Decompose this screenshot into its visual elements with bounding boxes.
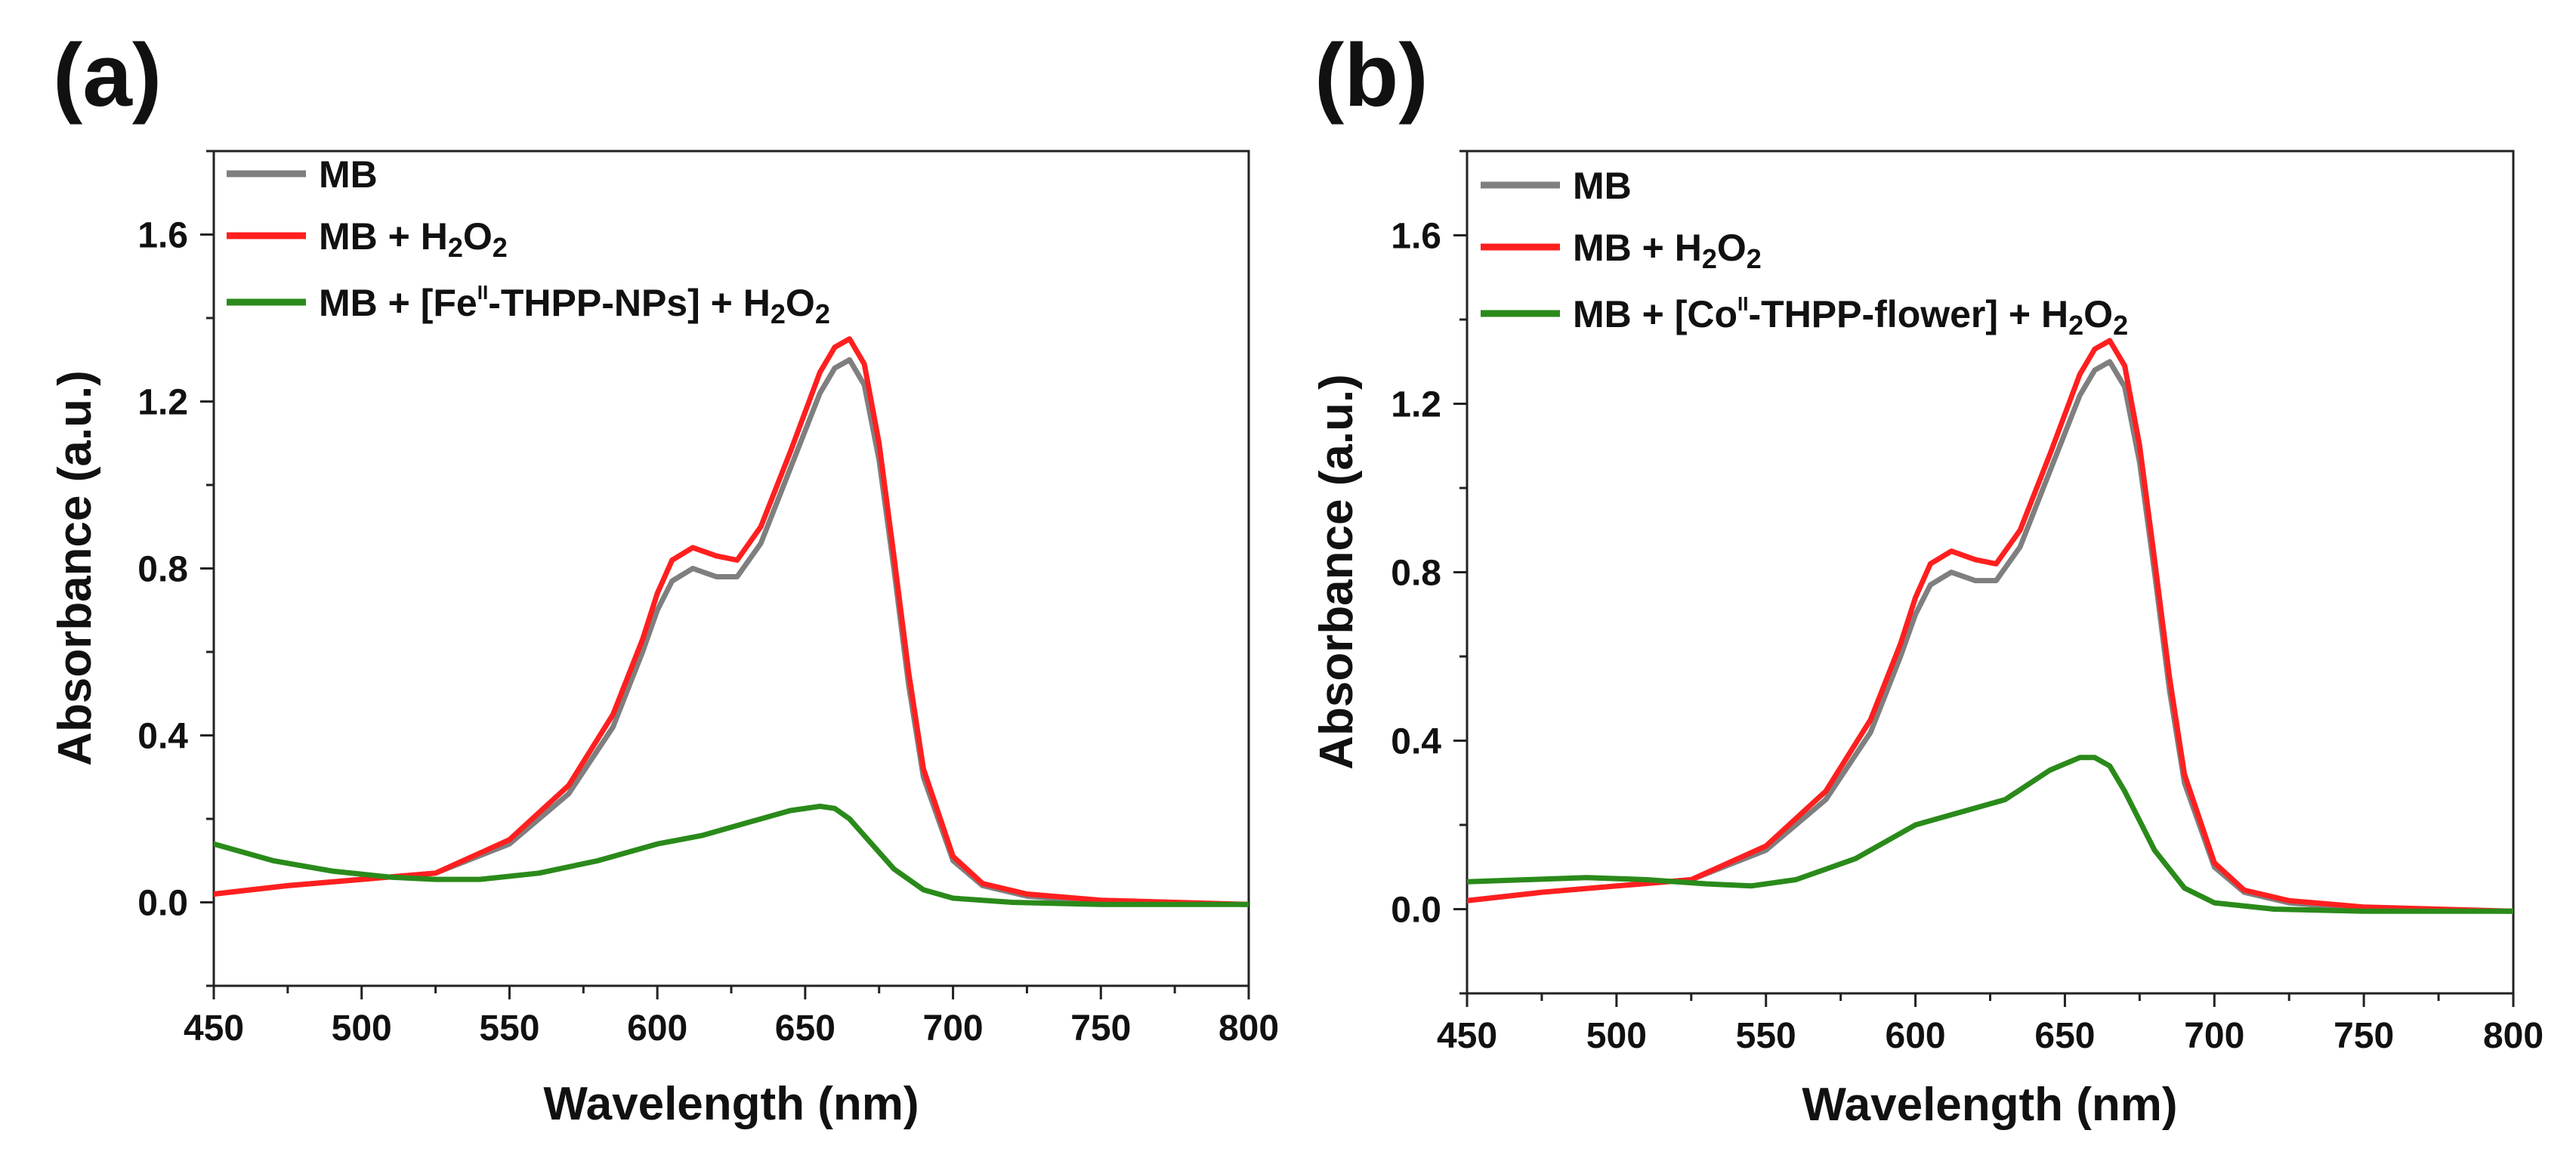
x-tick-label-b: 750 — [2334, 1016, 2394, 1056]
x-tick-label-b: 600 — [1886, 1016, 1946, 1056]
legend-label-b-0: MB — [1573, 165, 1632, 207]
y-tick-label-b: 0.0 — [1391, 891, 1441, 931]
series-line-a-2 — [214, 803, 1249, 907]
x-tick-label-a: 650 — [775, 1008, 836, 1049]
x-tick-label-a: 500 — [332, 1008, 392, 1049]
panel-a: (a) 450 500 550 600 650 700 750 800 0.0 0.4 0.8 1.2… — [49, 26, 1279, 1130]
x-tick-label-a: 700 — [923, 1008, 984, 1049]
panel-b: (b) 450 500 550 600 650 700 750 800 0.0 0.4 0.8 1.2… — [1311, 26, 2544, 1131]
panel-label-a: (a) — [53, 26, 162, 125]
x-tick-label-b: 700 — [2184, 1016, 2244, 1056]
y-tick-label-a: 0.0 — [137, 884, 188, 924]
series-line-a-1 — [214, 336, 1249, 907]
x-tick-label-b: 500 — [1586, 1016, 1647, 1056]
y-axis-title-a: Absorbance (a.u.) — [49, 370, 101, 766]
y-tick-label-b: 1.2 — [1391, 385, 1441, 425]
legend-label-b-1: MB + H2O2 — [1573, 227, 1762, 274]
series-line-a-0 — [214, 357, 1249, 907]
axis-ticks-a: 450 500 550 600 650 700 750 800 0.0 0.4 0.8 1.2 1.6 — [137, 150, 1279, 1049]
y-tick-label-b: 0.8 — [1391, 554, 1441, 594]
y-tick-label-a: 1.2 — [137, 383, 188, 423]
series-line-b-0 — [1467, 359, 2513, 914]
x-tick-label-b: 550 — [1736, 1016, 1796, 1056]
legend-b: MB MB + H2O2 MB + [CoII-THPP-flower] + H2O… — [1481, 165, 2128, 341]
panel-label-b: (b) — [1314, 26, 1429, 125]
plot-frame-b — [1466, 150, 2515, 995]
legend-label-a-1: MB + H2O2 — [319, 215, 508, 263]
y-axis-title-b: Absorbance (a.u.) — [1311, 374, 1363, 770]
y-tick-label-b: 0.4 — [1391, 722, 1441, 762]
x-axis-title-b: Wavelength (nm) — [1802, 1079, 2177, 1131]
x-tick-label-b: 450 — [1437, 1016, 1497, 1056]
legend-label-a-0: MB — [319, 153, 378, 196]
x-tick-label-b: 650 — [2034, 1016, 2095, 1056]
axis-ticks-b: 450 500 550 600 650 700 750 800 0.0 0.4 0.8 1.2 1.6 — [1391, 150, 2544, 1056]
x-axis-title-a: Wavelength (nm) — [543, 1078, 919, 1130]
legend-a: MB MB + H2O2 MB + [FeII-THPP-NPs] + H2O2 — [227, 153, 830, 329]
x-tick-label-a: 450 — [184, 1008, 244, 1049]
y-tick-label-b: 1.6 — [1391, 217, 1441, 257]
x-tick-label-a: 750 — [1070, 1008, 1131, 1049]
x-tick-label-a: 800 — [1219, 1008, 1279, 1049]
plot-area-a — [214, 336, 1249, 907]
y-tick-label-a: 0.4 — [137, 717, 188, 757]
legend-label-a-2: MB + [FeII-THPP-NPs] + H2O2 — [319, 281, 830, 329]
plot-area-b — [1467, 338, 2513, 914]
series-line-b-2 — [1467, 755, 2513, 914]
x-tick-label-a: 600 — [627, 1008, 687, 1049]
plot-frame-a — [212, 150, 1250, 987]
legend-label-b-2: MB + [CoII-THPP-flower] + H2O2 — [1573, 292, 2128, 341]
x-tick-label-b: 800 — [2483, 1016, 2544, 1056]
x-tick-label-a: 550 — [479, 1008, 539, 1049]
y-tick-label-a: 1.6 — [137, 216, 188, 256]
series-line-b-1 — [1467, 338, 2513, 914]
y-tick-label-a: 0.8 — [137, 550, 188, 590]
